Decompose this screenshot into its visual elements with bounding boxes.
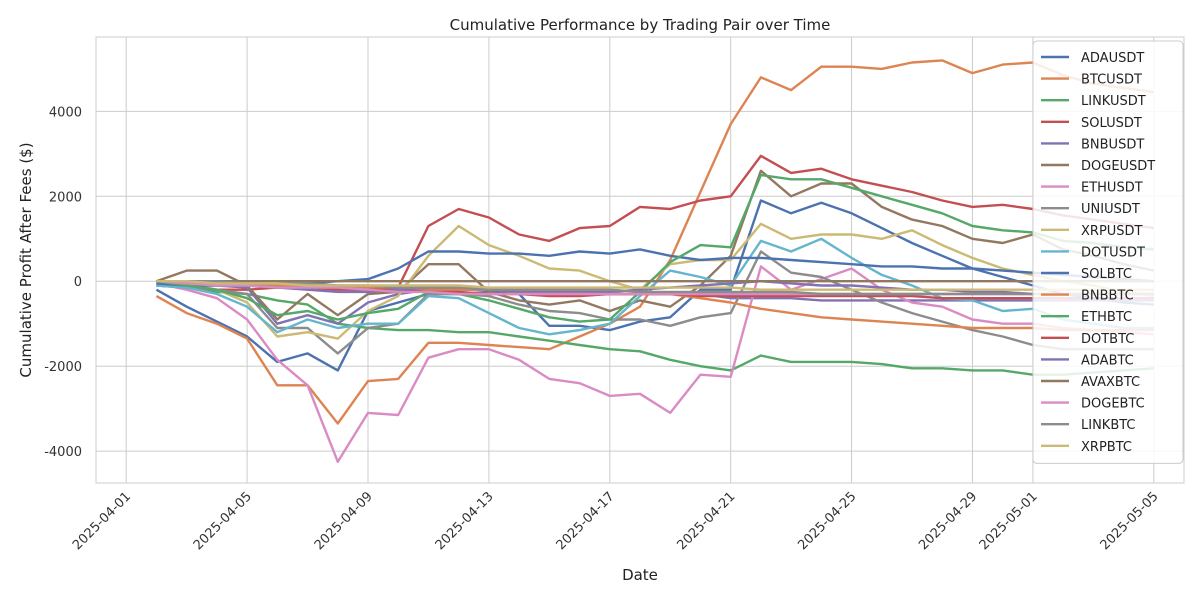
x-axis-ticks: 2025-04-01 2025-04-05 2025-04-09 2025-04-13… [70, 489, 1162, 553]
legend-label: DOTBTC [1081, 332, 1134, 347]
legend-label: AVAXBTC [1081, 375, 1140, 390]
series-line-XRPBTC [156, 280, 1154, 291]
y-axis-ticks: -4000 -2000 0 2000 4000 [44, 105, 82, 460]
x-tick-label: 2025-04-29 [916, 489, 980, 553]
legend-label: XRPUSDT [1081, 224, 1143, 239]
legend-label: SOLBTC [1081, 267, 1132, 282]
legend-label: BNBBTC [1081, 289, 1134, 304]
series-line-ETHUSDT [156, 265, 1154, 463]
series-line-UNIUSDT [156, 250, 1154, 355]
series-line-ADAUSDT [155, 199, 1154, 372]
x-tick-label: 2025-04-25 [795, 489, 859, 553]
grid [96, 37, 1184, 483]
series-layer [155, 59, 1155, 463]
x-tick-label: 2025-04-13 [433, 489, 497, 553]
legend-label: ADAUSDT [1081, 51, 1144, 66]
series-line-DOGEUSDT [156, 169, 1155, 321]
chart-title: Cumulative Performance by Trading Pair o… [450, 16, 831, 34]
x-tick-label: 2025-04-01 [70, 489, 134, 553]
legend: ADAUSDT BTCUSDT LINKUSDT SOLUSDT BNBUSDT DOGE… [1032, 40, 1184, 464]
y-tick-label: 4000 [49, 105, 82, 120]
legend-label: DOTUSDT [1081, 245, 1145, 260]
x-tick-label: 2025-04-09 [312, 489, 376, 553]
legend-label: DOGEBTC [1081, 397, 1145, 412]
legend-label: SOLUSDT [1081, 116, 1142, 131]
legend-label: BNBUSDT [1081, 137, 1144, 152]
y-tick-label: 0 [74, 275, 82, 290]
series-line-ETHBTC [156, 173, 1154, 323]
y-tick-label: 2000 [49, 190, 82, 205]
y-axis-label: Cumulative Profit After Fees ($) [17, 142, 35, 377]
series-line-DOTUSDT [156, 237, 1154, 336]
legend-label: ETHBTC [1081, 310, 1132, 325]
legend-label: ETHUSDT [1081, 181, 1143, 196]
legend-label: LINKBTC [1081, 418, 1136, 433]
x-tick-label: 2025-04-21 [674, 489, 738, 553]
legend-frame [1032, 40, 1184, 464]
legend-label: BTCUSDT [1081, 73, 1142, 88]
x-tick-label: 2025-04-05 [191, 489, 255, 553]
legend-label: ADABTC [1081, 353, 1134, 368]
legend-label: LINKUSDT [1081, 94, 1146, 109]
x-tick-label: 2025-04-17 [554, 489, 618, 553]
y-tick-label: -4000 [44, 445, 82, 460]
legend-label: XRPBTC [1081, 440, 1132, 455]
y-tick-label: -2000 [44, 360, 82, 375]
plot-area [95, 36, 1185, 484]
x-tick-label: 2025-05-05 [1098, 489, 1162, 553]
legend-label: DOGEUSDT [1081, 159, 1155, 174]
x-tick-label: 2025-05-01 [977, 489, 1041, 553]
legend-label: UNIUSDT [1081, 202, 1140, 217]
x-axis-label: Date [622, 566, 658, 584]
